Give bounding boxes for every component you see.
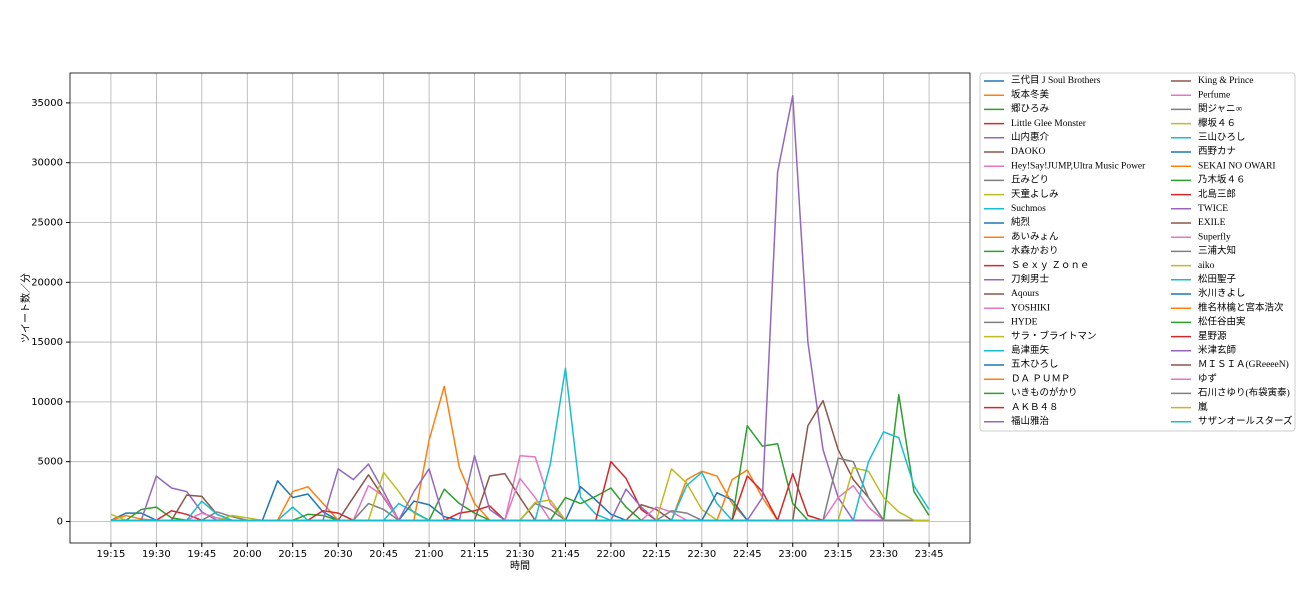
- legend-label: 水森かおり: [1011, 245, 1059, 257]
- legend-label: サザンオールスターズ: [1198, 415, 1293, 427]
- x-tick-label: 21:30: [506, 549, 535, 560]
- legend-label: 三浦大知: [1198, 245, 1236, 257]
- x-tick-label: 20:15: [278, 549, 307, 560]
- x-tick-label: 19:15: [96, 549, 125, 560]
- legend-label: 郷ひろみ: [1011, 104, 1049, 115]
- legend-label: いきものがかり: [1011, 387, 1078, 399]
- legend-label: DAOKO: [1011, 147, 1045, 157]
- legend-label: 山内惠介: [1011, 131, 1050, 143]
- y-axis-label: ツイート数／分: [19, 273, 32, 343]
- x-tick-label: 19:30: [142, 549, 171, 560]
- x-tick-label: 23:15: [824, 549, 853, 560]
- legend-label: 島津亜矢: [1011, 344, 1050, 356]
- legend-label: 坂本冬美: [1011, 88, 1050, 100]
- legend-label: YOSHIKI: [1011, 303, 1050, 313]
- y-tick-label: 10000: [31, 397, 63, 408]
- legend-label: 氷川きよし: [1198, 287, 1246, 299]
- legend-label: Hey!Say!JUMP,Ultra Music Power: [1011, 161, 1146, 171]
- y-tick-label: 15000: [31, 337, 63, 348]
- x-tick-label: 21:15: [460, 549, 489, 560]
- x-tick-label: 20:45: [369, 549, 398, 560]
- legend-label: EXILE: [1198, 218, 1226, 228]
- legend-label: 丘みどり: [1011, 175, 1049, 186]
- legend-label: 天童よしみ: [1011, 188, 1059, 200]
- legend-label: 松田聖子: [1198, 273, 1237, 285]
- x-axis-label: 時間: [510, 560, 530, 572]
- legend-label: SEKAI NO OWARI: [1198, 161, 1276, 171]
- legend-label: Superfly: [1198, 231, 1231, 242]
- x-tick-label: 22:15: [642, 549, 671, 560]
- legend-label: 石川さゆり(布袋寅泰): [1198, 387, 1290, 399]
- y-tick-label: 30000: [31, 158, 63, 169]
- legend-label: 星野源: [1198, 331, 1227, 342]
- plot-frame: [69, 72, 971, 544]
- y-tick-label: 5000: [38, 457, 63, 468]
- legend-label: TWICE: [1198, 204, 1228, 214]
- legend-label: Ｓｅｘｙ Ｚｏｎｅ: [1011, 261, 1089, 271]
- x-tick-label: 22:45: [733, 549, 762, 560]
- legend-label: ＭＩＳＩＡ(GReeeeN): [1198, 359, 1289, 370]
- legend-label: サラ・ブライトマン: [1011, 330, 1097, 342]
- legend-label: 三山ひろし: [1198, 132, 1246, 143]
- legend-label: Little Glee Monster: [1011, 119, 1087, 129]
- x-tick-label: 21:00: [415, 549, 444, 560]
- legend-label: 関ジャニ∞: [1198, 104, 1243, 115]
- legend-label: HYDE: [1011, 318, 1038, 328]
- y-tick-label: 25000: [31, 217, 63, 228]
- legend-label: あいみょん: [1011, 231, 1059, 242]
- x-tick-label: 21:45: [551, 549, 580, 560]
- x-tick-label: 22:00: [596, 549, 625, 560]
- y-tick-label: 35000: [31, 98, 63, 109]
- legend-label: 五木ひろし: [1011, 358, 1059, 370]
- x-tick-label: 20:00: [233, 549, 262, 560]
- x-tick-label: 23:00: [778, 549, 807, 560]
- legend-label: King & Prince: [1198, 76, 1253, 86]
- legend-box: [979, 72, 1296, 432]
- legend-label: 北島三郎: [1198, 188, 1236, 200]
- legend-label: 乃木坂４６: [1198, 174, 1246, 186]
- legend-label: 西野カナ: [1198, 146, 1236, 157]
- legend-label: 嵐: [1198, 402, 1208, 413]
- legend-label: 純烈: [1011, 216, 1031, 228]
- legend-label: Aqours: [1011, 289, 1039, 299]
- legend-label: 刀剣男士: [1011, 273, 1050, 285]
- y-tick-label: 20000: [31, 277, 63, 288]
- legend-label: aiko: [1198, 261, 1215, 271]
- x-tick-label: 23:45: [915, 549, 944, 560]
- x-tick-label: 23:30: [869, 549, 898, 560]
- legend-label: Suchmos: [1011, 204, 1046, 214]
- legend-label: 米津玄師: [1198, 344, 1237, 356]
- legend-label: ＤＡ ＰＵＭＰ: [1011, 374, 1070, 384]
- series-line: [110, 431, 930, 522]
- x-tick-label: 19:45: [187, 549, 216, 560]
- x-tick-label: 22:30: [687, 549, 716, 560]
- legend-label: 松任谷由実: [1198, 316, 1246, 328]
- legend-label: 福山雅治: [1011, 415, 1049, 427]
- legend-label: 欅坂４６: [1198, 118, 1236, 129]
- x-tick-label: 20:30: [324, 549, 353, 560]
- legend-label: 椎名林檎と宮本浩次: [1198, 301, 1284, 313]
- y-tick-label: 0: [57, 516, 63, 527]
- legend-label: ゆず: [1198, 373, 1217, 384]
- legend-label: 三代目 J Soul Brothers: [1011, 75, 1101, 86]
- legend-label: Perfume: [1198, 89, 1230, 100]
- legend-label: ＡＫＢ４８: [1011, 403, 1059, 413]
